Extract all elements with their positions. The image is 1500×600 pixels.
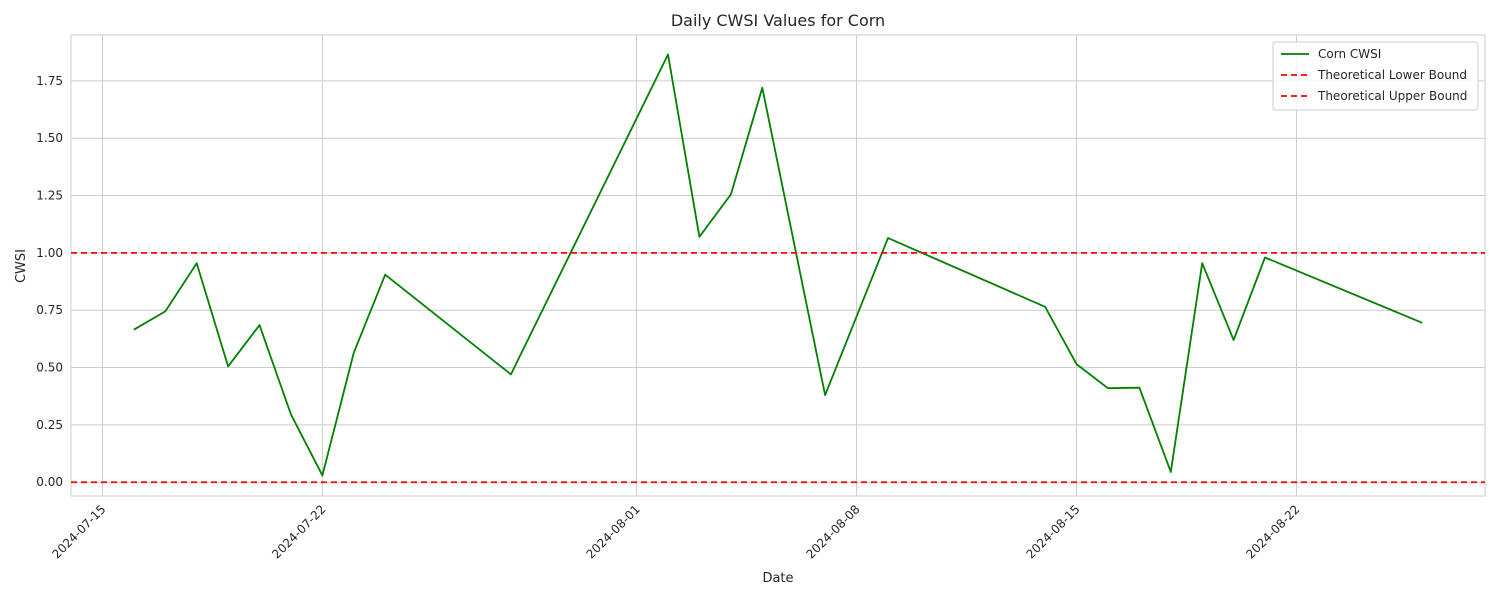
- y-axis-label: CWSI: [14, 249, 29, 283]
- series-layer: [71, 53, 1485, 484]
- legend-box: [1272, 41, 1479, 111]
- plot-border: [70, 34, 1486, 497]
- x-tick-label: 2024-08-01: [584, 502, 643, 561]
- x-gridlines: [101, 35, 1297, 496]
- legend-entry: Theoretical Lower Bound: [1317, 68, 1467, 82]
- x-tick-label: 2024-08-22: [1243, 502, 1302, 561]
- plot-area: [71, 35, 1485, 496]
- corn-cwsi-line: [133, 53, 1423, 477]
- chart-title: Daily CWSI Values for Corn: [671, 11, 885, 30]
- legend-entry: Theoretical Upper Bound: [1317, 89, 1467, 103]
- x-tick-label: 2024-07-15: [49, 502, 108, 561]
- y-tick-label: 0.25: [36, 418, 63, 432]
- y-tick-label: 0.75: [36, 303, 63, 317]
- y-tick-label: 1.25: [36, 189, 63, 203]
- y-tick-label: 1.50: [36, 131, 63, 145]
- x-tick-labels: 2024-07-15 2024-07-22 2024-08-01 2024-08-08…: [49, 502, 1302, 561]
- x-tick-label: 2024-07-22: [269, 502, 328, 561]
- legend: Corn CWSI Theoretical Lower Bound Theoreti…: [1272, 41, 1479, 111]
- y-tick-label: 0.00: [36, 475, 63, 489]
- y-tick-label: 1.75: [36, 74, 63, 88]
- y-tick-label: 0.50: [36, 361, 63, 375]
- y-tick-label: 1.00: [36, 246, 63, 260]
- x-tick-label: 2024-08-08: [803, 502, 862, 561]
- x-tick-label: 2024-08-15: [1023, 502, 1082, 561]
- x-axis-label: Date: [762, 571, 793, 586]
- legend-entry: Corn CWSI: [1318, 47, 1381, 61]
- y-tick-labels: 0.00 0.25 0.50 0.75 1.00 1.25 1.50 1.75: [36, 74, 63, 489]
